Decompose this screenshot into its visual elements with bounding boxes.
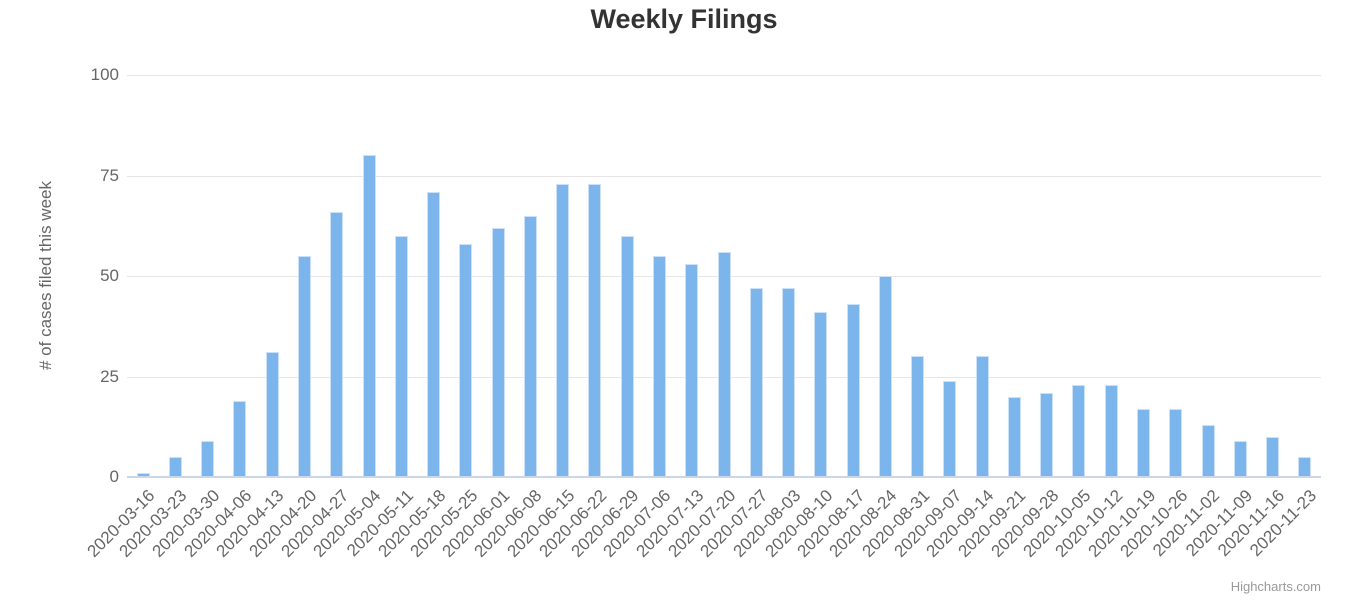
x-axis-line: [127, 476, 1321, 478]
bar[interactable]: [136, 472, 150, 477]
credits-link[interactable]: Highcharts.com: [1230, 579, 1321, 594]
bar[interactable]: [1266, 436, 1280, 477]
bar[interactable]: [362, 155, 376, 477]
bar[interactable]: [427, 191, 441, 477]
y-axis-label: 25: [100, 366, 119, 386]
bar[interactable]: [588, 183, 602, 477]
bar[interactable]: [1040, 392, 1054, 477]
y-axis-label: 75: [100, 165, 119, 185]
bar[interactable]: [1072, 384, 1086, 477]
bar[interactable]: [330, 211, 344, 477]
y-axis-label: 100: [90, 65, 119, 84]
bar[interactable]: [1233, 440, 1247, 477]
bar[interactable]: [911, 356, 925, 477]
plot-area: [127, 75, 1321, 478]
bar[interactable]: [1007, 396, 1021, 477]
bar[interactable]: [491, 227, 505, 477]
bar[interactable]: [459, 243, 473, 477]
bar[interactable]: [297, 255, 311, 477]
y-axis-label: 50: [100, 266, 119, 285]
bar[interactable]: [878, 276, 892, 477]
bar[interactable]: [1298, 456, 1312, 477]
bar[interactable]: [846, 304, 860, 477]
chart-title: Weekly Filings: [590, 4, 778, 34]
bar[interactable]: [975, 356, 989, 477]
bar[interactable]: [717, 251, 731, 477]
bar[interactable]: [1201, 424, 1215, 477]
bar[interactable]: [685, 263, 699, 477]
bar[interactable]: [652, 255, 666, 477]
gridline: [127, 75, 1321, 76]
bar[interactable]: [1137, 408, 1150, 477]
bar[interactable]: [1169, 408, 1183, 477]
bar[interactable]: [168, 456, 182, 477]
gridline: [127, 175, 1321, 177]
bar[interactable]: [749, 288, 763, 477]
bar[interactable]: [556, 183, 570, 477]
bar[interactable]: [1104, 384, 1118, 477]
bar[interactable]: [814, 312, 828, 477]
bar[interactable]: [523, 215, 537, 477]
bar[interactable]: [943, 380, 957, 477]
bar[interactable]: [394, 235, 408, 477]
bar[interactable]: [233, 400, 247, 477]
y-axis-label: 0: [109, 467, 119, 486]
bar[interactable]: [201, 440, 215, 477]
bar[interactable]: [265, 352, 279, 477]
bar[interactable]: [620, 235, 634, 477]
bar[interactable]: [782, 288, 796, 477]
